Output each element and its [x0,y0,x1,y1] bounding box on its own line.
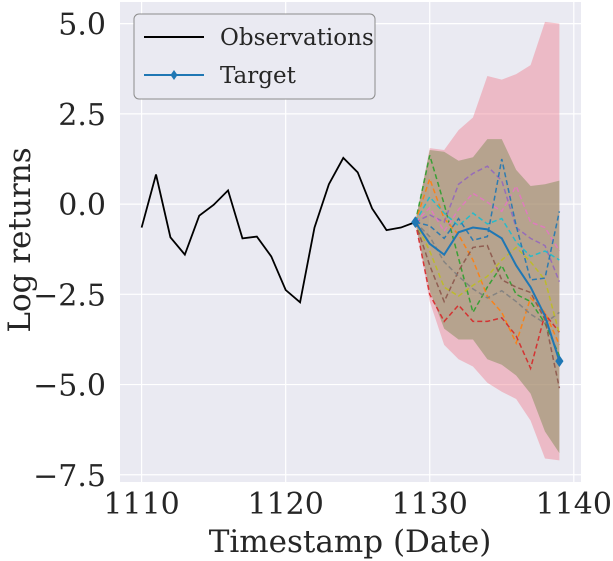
series-target [414,221,561,362]
y-tick-label-4: −5.0 [33,369,106,404]
y-tick-label-5: −7.5 [33,459,106,494]
x-tick-label-1110: 1110 [103,487,179,522]
y-axis-title: Log returns [2,147,38,332]
target-marker-1129 [411,216,420,229]
tick-labels: 1110 1120 1130 1140 5.0 2.5 0.0 −2.5 −5.0 −7.5 [33,8,612,522]
series-sample-6 [414,184,561,252]
legend: Observations Target [133,13,376,100]
series-sample-3 [414,222,560,371]
target-marker-1139 [555,355,564,367]
series-sample-9 [414,195,560,261]
legend-frame [133,13,376,100]
y-tick-label-0: 5.0 [58,8,106,43]
x-tick-label-1130: 1130 [392,487,468,522]
series-sample-7 [414,221,560,325]
x-tick-label-1120: 1120 [247,487,323,522]
series-sample-8 [414,221,561,335]
legend-label-target: Target [220,63,297,89]
series-sample-2 [414,176,561,346]
sample-paths [414,155,561,389]
series-sample-5 [414,221,561,389]
series-sample-10 [415,158,561,281]
y-tick-label-1: 2.5 [58,98,106,133]
target-series [411,216,564,367]
x-axis-title: Timestamp (Date) [209,524,492,560]
observations-series [140,156,416,304]
series-sample-4 [414,165,561,282]
y-tick-label-3: −2.5 [33,278,106,313]
legend-label-observations: Observations [220,25,374,51]
y-tick-label-2: 0.0 [58,188,106,223]
x-tick-label-1140: 1140 [536,487,612,522]
series-sample-1 [414,155,561,356]
legend-marker-target [170,70,178,80]
series-observations [140,156,416,304]
